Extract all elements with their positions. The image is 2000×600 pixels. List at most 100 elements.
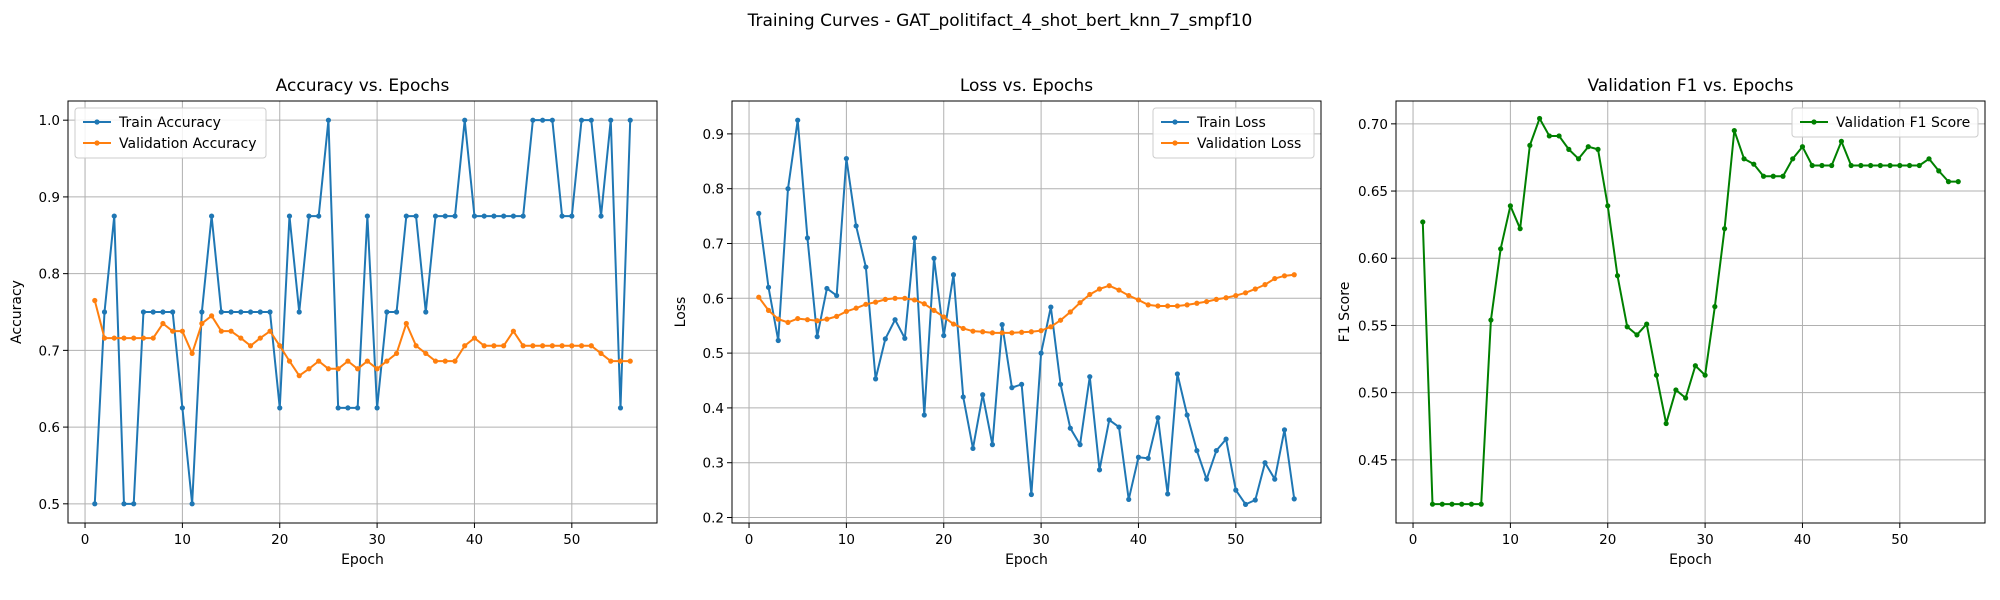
data-point: [306, 213, 312, 219]
data-point: [257, 309, 263, 315]
data-point: [1233, 487, 1239, 493]
data-point: [627, 358, 633, 364]
x-tick-label: 50: [1227, 532, 1244, 548]
data-point: [980, 392, 986, 398]
data-point: [1106, 417, 1112, 423]
axes-frame: [67, 100, 658, 524]
data-point: [814, 334, 820, 340]
data-point: [1770, 173, 1776, 179]
data-point: [393, 350, 400, 357]
data-point: [941, 314, 947, 320]
data-point: [1556, 133, 1562, 139]
data-point: [384, 309, 390, 315]
y-tick-label: 0.5: [39, 497, 60, 513]
data-point: [559, 213, 565, 219]
data-point: [218, 309, 224, 315]
data-point: [335, 405, 341, 411]
data-point: [892, 317, 898, 323]
data-point: [540, 117, 546, 123]
data-point: [1126, 496, 1132, 503]
data-point: [1213, 448, 1219, 454]
legend-label: Validation Accuracy: [119, 136, 257, 152]
data-point: [510, 328, 516, 334]
data-point: [1868, 162, 1874, 169]
data-point: [1116, 424, 1122, 430]
data-point: [501, 213, 507, 219]
data-point: [1936, 168, 1942, 174]
data-point: [1906, 162, 1913, 169]
data-point: [1194, 300, 1200, 306]
data-point: [111, 213, 117, 219]
chart-panel-1: 0 10 20 30 40 50 0.5 0.6 0.7 0.8 0.9 1.0 Accuracy vs…: [9, 76, 658, 568]
data-point: [286, 358, 293, 364]
data-point: [1644, 321, 1650, 327]
legend-box: [1791, 107, 1979, 138]
data-point: [131, 501, 137, 507]
y-axis-label: Loss: [673, 297, 689, 328]
data-point: [140, 335, 147, 341]
legend: Train Accuracy Validation Accuracy: [74, 107, 267, 159]
data-point: [374, 405, 380, 411]
data-point: [442, 358, 448, 364]
data-point: [1194, 448, 1200, 454]
data-point: [520, 213, 526, 219]
data-point: [316, 213, 322, 219]
data-point: [1585, 144, 1591, 150]
y-tick-label: 0.50: [1358, 386, 1388, 402]
x-tick-label: 0: [1409, 532, 1418, 548]
data-point: [209, 313, 215, 319]
data-point: [824, 285, 830, 292]
x-tick-label: 0: [745, 532, 754, 548]
data-point: [491, 213, 497, 219]
data-point: [999, 322, 1005, 328]
data-point: [1048, 324, 1054, 330]
y-tick-label: 0.7: [39, 343, 60, 359]
data-point: [432, 358, 439, 364]
y-tick-label: 0.9: [703, 127, 724, 143]
data-point: [1459, 501, 1465, 507]
data-point: [1077, 300, 1083, 306]
data-point: [911, 235, 918, 241]
data-point: [617, 405, 624, 411]
data-point: [247, 309, 254, 315]
data-point: [1155, 303, 1161, 309]
data-point: [1468, 501, 1475, 507]
data-point: [921, 301, 927, 307]
data-point: [1595, 146, 1601, 152]
data-point: [1087, 374, 1093, 380]
data-point: [247, 343, 254, 349]
data-point: [471, 335, 478, 341]
data-point: [1507, 203, 1513, 209]
data-point: [413, 343, 419, 349]
data-point: [510, 213, 516, 219]
data-point: [1262, 460, 1268, 466]
data-point: [1291, 272, 1297, 278]
x-tick-label: 20: [1599, 532, 1616, 548]
x-axis-label: Epoch: [341, 552, 384, 568]
chart-title: Loss vs. Epochs: [960, 76, 1093, 96]
data-point: [608, 358, 614, 364]
data-point: [1858, 162, 1864, 169]
chart-title: Accuracy vs. Epochs: [276, 76, 450, 96]
chart-panel-3: 0 10 20 30 40 50 0.45 0.50 0.55 0.60 0.65 0.70 Valid…: [1337, 76, 1986, 568]
data-point: [950, 321, 957, 327]
data-point: [1790, 156, 1796, 162]
data-point: [481, 213, 487, 219]
data-point: [267, 309, 273, 315]
data-point: [442, 213, 448, 219]
data-point: [863, 264, 869, 270]
data-point: [1420, 219, 1426, 225]
data-point: [1165, 491, 1171, 497]
data-point: [765, 307, 772, 313]
data-point: [873, 299, 879, 305]
data-point: [452, 213, 458, 219]
data-point: [902, 295, 908, 301]
data-point: [345, 358, 351, 364]
data-point: [471, 213, 478, 219]
x-tick-label: 30: [369, 532, 386, 548]
data-point: [355, 405, 361, 411]
data-point: [423, 350, 429, 357]
data-point: [1566, 146, 1572, 152]
data-point: [1028, 491, 1034, 498]
data-point: [911, 297, 918, 303]
